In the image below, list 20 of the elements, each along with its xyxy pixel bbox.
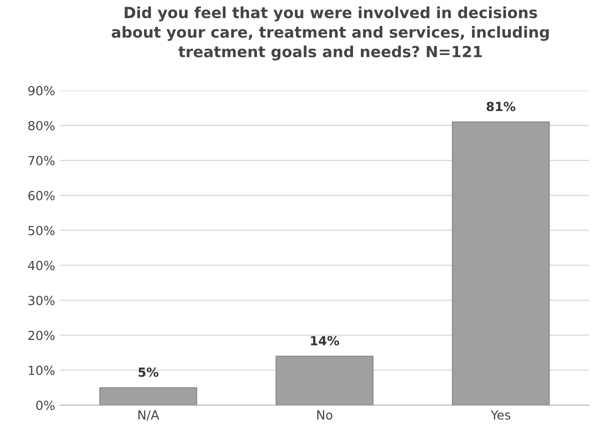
y-tick-label: 10%: [28, 366, 55, 376]
y-tick-label: 70%: [28, 156, 55, 166]
y-tick-label: 20%: [28, 330, 55, 340]
x-tick-label: N/A: [138, 410, 160, 421]
bar: [99, 387, 198, 406]
data-label: 81%: [486, 102, 516, 112]
x-tick-label: No: [317, 410, 332, 420]
y-tick-label: 60%: [28, 190, 55, 200]
y-tick-label: 30%: [28, 296, 55, 306]
chart-title: Did you feel that you were involved in decisions about your care, treatment and services, including treatment goals and needs? N=121: [112, 6, 549, 60]
y-tick-label: 40%: [28, 260, 55, 270]
y-tick-label: 0%: [36, 400, 55, 410]
y-tick-label: 50%: [28, 226, 55, 236]
x-tick-label: Yes: [490, 410, 510, 420]
y-tick-label: 90%: [28, 86, 55, 96]
bar: [452, 122, 550, 406]
bar: [276, 356, 374, 406]
y-tick-label: 80%: [28, 120, 55, 130]
data-label: 14%: [310, 336, 340, 346]
data-label: 5%: [138, 367, 158, 377]
